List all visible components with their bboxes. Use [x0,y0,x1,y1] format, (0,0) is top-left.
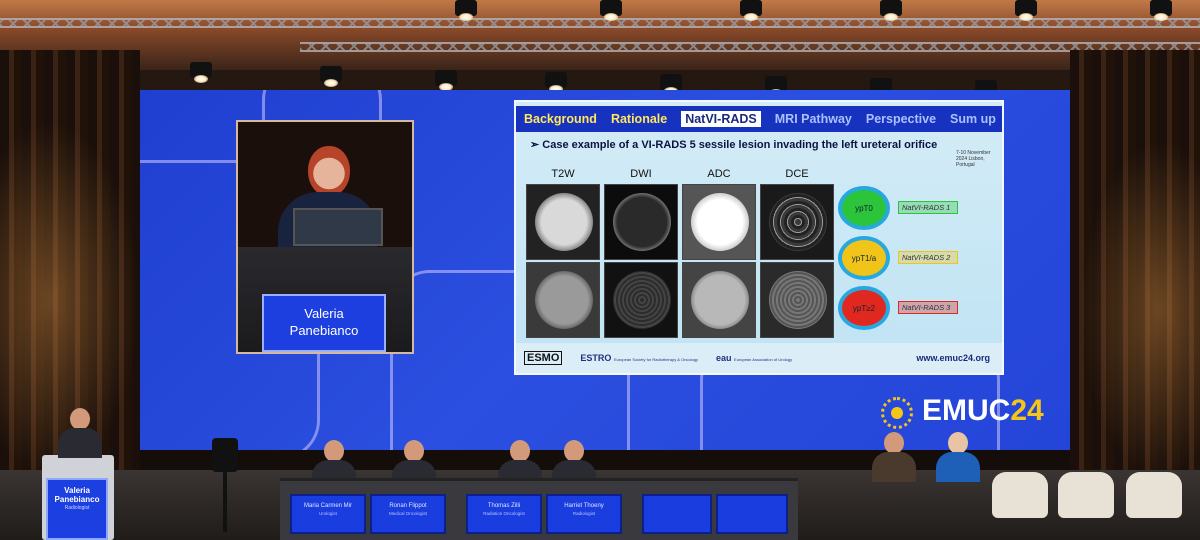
column-label-dwi: DWI [630,168,652,180]
nameplate-name: Thomas Zilli [487,503,521,509]
mri-image-adc-1 [682,184,756,260]
spotlight [600,0,622,21]
lounge-chair [992,472,1048,518]
mri-image-dwi-2 [604,262,678,338]
spotlight [740,0,762,21]
lectern-first-name: Valeria [64,486,90,495]
mri-image-t2w-2 [526,262,600,338]
tab-background: Background [524,112,597,126]
speaker-namecard: Valeria Panebianco [262,294,386,352]
tab-perspective: Perspective [865,112,937,126]
lounge-chair [1058,472,1114,518]
column-label-dce: DCE [785,168,809,180]
estro-logo-text: ESTRO [580,353,612,363]
eau-logo: eau European Association of Urology [716,353,792,363]
slide-footer: ESMO ESTRO European Society for Radiothe… [516,343,1002,373]
spotlight [1150,0,1172,21]
speaker-last-name: Panebianco [289,323,359,338]
outcome-circle-ypt1a: ypT1/a [838,236,890,280]
emuc-logo: EMUC24 [884,394,1044,428]
presentation-slide: Background Rationale NatVI-RADS MRI Path… [514,100,1004,375]
spotlight [1015,0,1037,21]
mri-image-t2w-1 [526,184,600,260]
nameplate: Thomas Zilli Radiation Oncologist [466,494,542,534]
tab-rationale: Rationale [610,112,668,126]
lighting-truss-2 [300,42,1200,52]
projection-screen: Valeria Panebianco Background Rationale … [140,90,1070,450]
eau-caption: European Association of Urology [734,357,793,362]
tab-natvi-rads: NatVI-RADS [681,111,761,127]
outcome-tag-natvi-rads-2: NatVI-RADS 2 [898,251,958,264]
spotlight [880,0,902,21]
slide-bullet: ➢ Case example of a VI-RADS 5 sessile le… [530,138,937,151]
lounge-chair [1126,472,1182,518]
speaker-at-lectern [58,408,102,458]
outcome-circle-ypt0: ypT0 [838,186,890,230]
column-label-adc: ADC [707,168,731,180]
slide-section-tabs: Background Rationale NatVI-RADS MRI Path… [516,106,1002,132]
mri-image-adc-2 [682,262,756,338]
lectern-last-name: Panebianco [54,495,100,504]
estro-logo: ESTRO European Society for Radiotherapy … [580,353,698,363]
guest-seated [936,432,980,482]
right-curtain [1070,50,1200,480]
bullet-text: Case example of a VI-RADS 5 sessile lesi… [542,139,938,151]
emuc-logo-year: 24 [1010,394,1044,427]
conference-note: 7-10 November 2024 Lisbon, Portugal [956,150,991,168]
outcome-circle-ypt2: ypT≥2 [838,286,890,330]
mri-image-dce-2 [760,262,834,338]
spotlight [455,0,477,21]
website-url: www.emuc24.org [916,353,990,363]
nameplate: Ronan Flippot Medical Oncologist [370,494,446,534]
lectern-role: Radiologist [64,505,90,511]
lectern-namecard: Valeria Panebianco Radiologist [46,478,108,540]
spotlight [320,66,342,87]
lighting-truss [0,18,1200,28]
spotlight [435,70,457,91]
laptop [293,208,383,246]
nameplate-blank [642,494,712,534]
estro-caption: European Society for Radiotherapy & Onco… [613,357,698,362]
guest-seated [872,432,916,482]
column-label-t2w: T2W [551,168,575,180]
warm-light [1080,140,1200,480]
outcome-tag-natvi-rads-3: NatVI-RADS 3 [898,301,958,314]
mri-image-dce-1 [760,184,834,260]
esmo-logo: ESMO [524,351,563,365]
spotlight [190,62,212,83]
speaker-video-feed: Valeria Panebianco [236,120,414,354]
arrow-icon: ➢ [530,139,543,151]
nameplate-role: Medical Oncologist [388,511,428,516]
nameplate-blank [716,494,788,534]
spotlight [660,74,682,95]
tab-mri-pathway: MRI Pathway [774,112,852,126]
nameplate-role: Radiologist [572,511,596,516]
emuc-logo-text: EMUC [922,394,1011,427]
tab-sum-up: Sum up [950,112,996,126]
left-curtain [0,50,140,480]
speaker-head [308,146,350,196]
nameplate-name: Maria Carmen Mir [303,503,352,509]
mri-image-dwi-1 [604,184,678,260]
spotlight [545,72,567,93]
speaker-first-name: Valeria [304,306,344,321]
video-camera [202,438,248,532]
nameplate: Maria Carmen Mir Urologist [290,494,366,534]
eau-logo-text: eau [716,353,732,363]
nameplate-name: Harriet Thoeny [564,503,604,509]
outcome-tag-natvi-rads-1: NatVI-RADS 1 [898,201,958,214]
nameplate-name: Ronan Flippot [389,503,427,509]
nameplate-role: Radiation Oncologist [483,511,525,516]
sun-logo-icon [881,397,913,429]
nameplate: Harriet Thoeny Radiologist [546,494,622,534]
nameplate-role: Urologist [319,511,337,516]
